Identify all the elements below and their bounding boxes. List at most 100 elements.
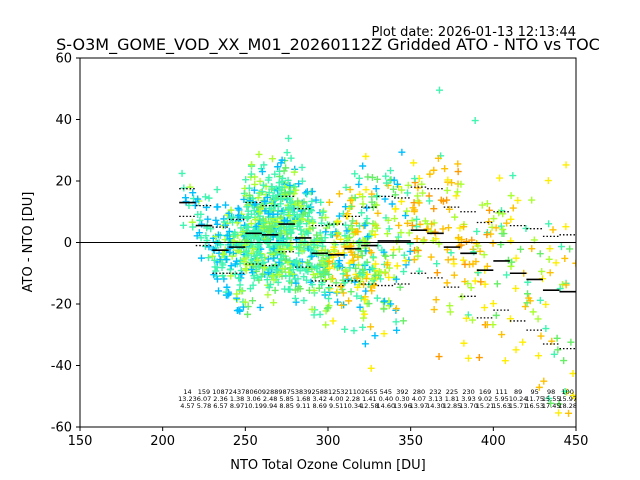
scatter-point [447,249,455,257]
scatter-point [268,272,276,280]
bin-spread-label: 4.57 [180,402,194,410]
scatter-point [222,255,230,263]
scatter-point [276,235,284,243]
scatter-point [268,155,276,163]
scatter-point [258,168,266,176]
scatter-point [464,280,472,288]
scatter-point [363,215,371,223]
scatter-point [481,280,489,288]
scatter-point [369,253,377,261]
scatter-point [397,229,405,237]
scatter-point [329,317,337,325]
scatter-point [221,218,229,226]
scatter-point [454,188,462,196]
scatter-point [238,287,246,295]
scatter-point [252,267,260,275]
scatter-point [267,227,275,235]
scatter-point [238,270,246,278]
bin-spread-label: 14.60 [377,402,396,410]
scatter-point [443,186,451,194]
scatter-point [363,204,371,212]
scatter-point [219,250,227,258]
scatter-point [354,283,362,291]
bin-median-label: 6.07 [197,395,211,403]
scatter-point [284,241,292,249]
scatter-point [509,204,517,212]
scatter-point [411,246,419,254]
scatter-point [521,303,529,311]
scatter-point [526,297,534,305]
scatter-point [259,270,267,278]
scatter-point [550,350,558,358]
scatter-point [318,278,326,286]
scatter-point [303,258,311,266]
scatter-point [460,339,468,347]
scatter-point [230,231,238,239]
scatter-point [391,215,399,223]
scatter-point [544,177,552,185]
scatter-point [325,221,333,229]
scatter-point [489,300,497,308]
bin-spread-label: 9.51 [329,402,343,410]
scatter-point [246,261,254,269]
bin-median-label: 13.23 [178,395,197,403]
scatter-point [470,248,478,256]
scatter-point [264,291,272,299]
scatter-point [277,159,285,167]
scatter-point [285,212,293,220]
scatter-point [496,174,504,182]
scatter-point [298,177,306,185]
scatter-point [265,283,273,291]
scatter-point [283,235,291,243]
scatter-point [271,202,279,210]
scatter-point [308,216,316,224]
scatter-point [290,190,298,198]
scatter-point [503,219,511,227]
scatter-point [289,266,297,274]
scatter-point [431,228,439,236]
scatter-point [537,332,545,340]
scatter-point [331,260,339,268]
scatter-point [243,247,251,255]
scatter-point [223,283,231,291]
scatter-point [196,216,204,224]
scatter-point [290,168,298,176]
scatter-point [301,209,309,217]
scatter-point [356,303,364,311]
scatter-point [308,197,316,205]
scatter-point [512,284,520,292]
x-axis-ticks: 150 200 250 300 350 400 450 [68,427,588,449]
bin-count: 159 [198,388,210,396]
scatter-point [507,237,515,245]
scatter-point [294,197,302,205]
scatter-point [344,234,352,242]
scatter-point [270,245,278,253]
scatter-point [416,220,424,228]
scatter-point [373,294,381,302]
bin-spread-label: 18.28 [558,402,577,410]
bin-spread-label: 12.58 [360,402,379,410]
bin-count: 2655 [361,388,378,396]
bin-count: 545 [380,388,392,396]
scatter-point [284,134,292,142]
scatter-point [517,245,525,253]
scatter-point [254,274,262,282]
scatter-point [545,255,553,263]
scatter-point [358,252,366,260]
scatter-point [368,265,376,273]
scatter-point [383,261,391,269]
scatter-point [493,280,501,288]
scatter-point [480,251,488,259]
scatter-point [445,205,453,213]
scatter-point [212,216,220,224]
scatter-point [425,197,433,205]
scatter-point [327,231,335,239]
scatter-point [208,252,216,260]
scatter-point [263,276,271,284]
y-axis-ticks: -60 -40 -20 0 20 40 60 [51,52,80,436]
scatter-point [298,202,306,210]
scatter-point [312,196,320,204]
scatter-point [250,245,258,253]
scatter-point [529,308,537,316]
scatter-point [477,278,485,286]
